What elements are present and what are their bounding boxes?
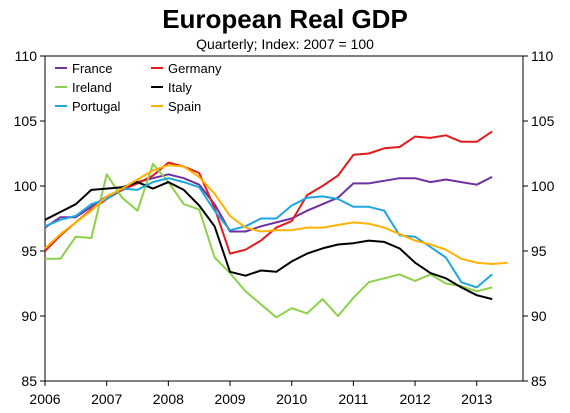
plot-area-border: [44, 55, 524, 382]
y-tick-label-right: 90: [531, 308, 547, 324]
legend-label-italy: Italy: [168, 80, 192, 95]
y-axis-right: 85 90 95 100 105 110: [523, 48, 555, 389]
x-tick-label: 2013: [461, 391, 492, 407]
chart-title: European Real GDP: [162, 4, 408, 34]
x-tick-label: 2012: [399, 391, 430, 407]
y-tick-label-left: 100: [14, 178, 38, 194]
legend-label-france: France: [72, 61, 112, 76]
x-tick-label: 2009: [214, 391, 245, 407]
legend-label-portugal: Portugal: [72, 99, 121, 114]
x-tick-label: 2008: [153, 391, 184, 407]
legend-label-ireland: Ireland: [72, 80, 112, 95]
y-axis-left: 85 90 95 100 105 110: [14, 48, 45, 389]
series-lines: [44, 130, 508, 319]
y-tick-label-right: 95: [531, 243, 547, 259]
x-tick-label: 2007: [91, 391, 122, 407]
series-line-italy: [44, 181, 493, 301]
y-tick-label-left: 85: [21, 373, 37, 389]
legend: France Germany Ireland Italy Portugal Spain: [55, 61, 222, 114]
x-tick-label: 2010: [276, 391, 307, 407]
legend-label-spain: Spain: [168, 99, 201, 114]
y-tick-label-left: 95: [21, 243, 37, 259]
x-axis: 2006 2007 2008 2009 2010 2011 2012 2013: [29, 381, 493, 407]
legend-label-germany: Germany: [168, 61, 222, 76]
y-tick-label-left: 90: [21, 308, 37, 324]
series-line-ireland: [45, 162, 493, 319]
chart-subtitle: Quarterly; Index: 2007 = 100: [196, 36, 374, 52]
series-line-germany: [44, 130, 493, 255]
y-tick-label-left: 110: [15, 48, 38, 64]
x-tick-label: 2011: [338, 391, 368, 407]
y-tick-label-right: 110: [531, 48, 554, 64]
series-line-spain: [44, 164, 508, 265]
y-tick-label-right: 85: [531, 373, 547, 389]
y-tick-label-right: 100: [531, 178, 555, 194]
y-tick-label-right: 105: [531, 113, 555, 129]
x-tick-label: 2006: [29, 391, 60, 407]
y-tick-label-left: 105: [14, 113, 38, 129]
